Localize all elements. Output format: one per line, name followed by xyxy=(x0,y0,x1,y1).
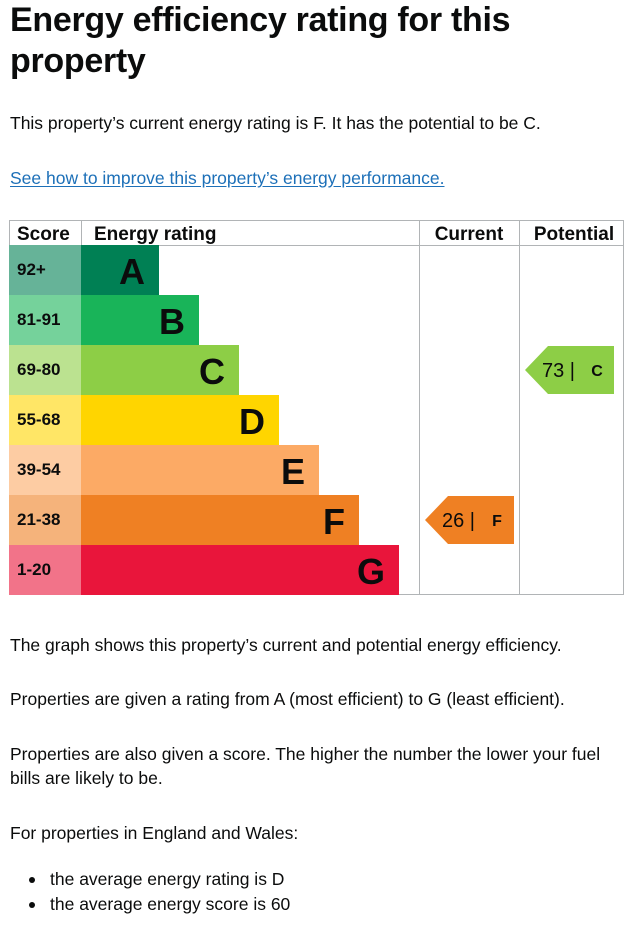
header-score: Score xyxy=(17,224,70,245)
score-cell xyxy=(9,295,81,345)
score-cell xyxy=(9,245,81,295)
score-cell xyxy=(9,545,81,595)
rating-bar-e xyxy=(81,445,319,495)
header-potential: Potential xyxy=(534,224,614,245)
score-label: 39-54 xyxy=(17,460,61,479)
potential-rating-score: 73 | xyxy=(542,360,575,382)
score-cell xyxy=(9,395,81,445)
improve-link-wrapper: See how to improve this property’s energ… xyxy=(10,166,625,190)
rating-description: Properties are given a rating from A (mo… xyxy=(10,689,565,709)
current-rating-letter: F xyxy=(492,513,502,530)
rating-bar-d xyxy=(81,395,279,445)
region-heading: For properties in England and Wales: xyxy=(10,823,299,843)
average-list: the average energy rating is D the avera… xyxy=(10,867,610,917)
rating-letter: C xyxy=(199,351,225,392)
rating-letter: E xyxy=(281,451,305,492)
rating-letter: A xyxy=(119,251,145,292)
score-cell xyxy=(9,495,81,545)
score-label: 55-68 xyxy=(17,410,60,429)
rating-letter: B xyxy=(159,301,185,342)
rating-bands: 92+ A 81-91 B 69-80 C 55-68 D 39-54 E 21-38 F 1-20 G xyxy=(9,245,399,595)
header-current: Current xyxy=(435,224,504,245)
rating-bar-c xyxy=(81,345,239,395)
list-item: the average energy rating is D xyxy=(10,867,610,892)
current-rating-score: 26 | xyxy=(442,510,475,532)
graph-description: The graph shows this property’s current … xyxy=(10,635,562,655)
score-description: Properties are also given a score. The h… xyxy=(10,744,601,788)
score-label: 92+ xyxy=(17,260,46,279)
rating-bar-a xyxy=(81,245,159,295)
page-title: Energy efficiency rating for this proper… xyxy=(10,1,511,80)
rating-letter: G xyxy=(357,551,385,592)
score-label: 69-80 xyxy=(17,360,60,379)
score-label: 21-38 xyxy=(17,510,60,529)
rating-markers: 26 | F 73 | C xyxy=(425,346,614,544)
current-rating-summary: This property’s current energy rating is… xyxy=(10,113,541,133)
chart-frame xyxy=(9,220,624,595)
potential-rating-arrow xyxy=(525,346,614,394)
rating-letter: F xyxy=(323,501,345,542)
rating-bar-b xyxy=(81,295,199,345)
score-cell xyxy=(9,445,81,495)
rating-bar-f xyxy=(81,495,359,545)
current-rating-arrow xyxy=(425,496,514,544)
score-label: 1-20 xyxy=(17,560,51,579)
rating-bar-g xyxy=(81,545,399,595)
score-label: 81-91 xyxy=(17,310,60,329)
header-energy-rating: Energy rating xyxy=(94,224,216,245)
score-cell xyxy=(9,345,81,395)
rating-letter: D xyxy=(239,401,265,442)
energy-rating-chart: Score Energy rating Current Potential 92… xyxy=(9,220,624,595)
improve-energy-link[interactable]: See how to improve this property’s energ… xyxy=(10,168,445,188)
list-item: the average energy score is 60 xyxy=(10,892,610,917)
potential-rating-letter: C xyxy=(591,363,603,380)
